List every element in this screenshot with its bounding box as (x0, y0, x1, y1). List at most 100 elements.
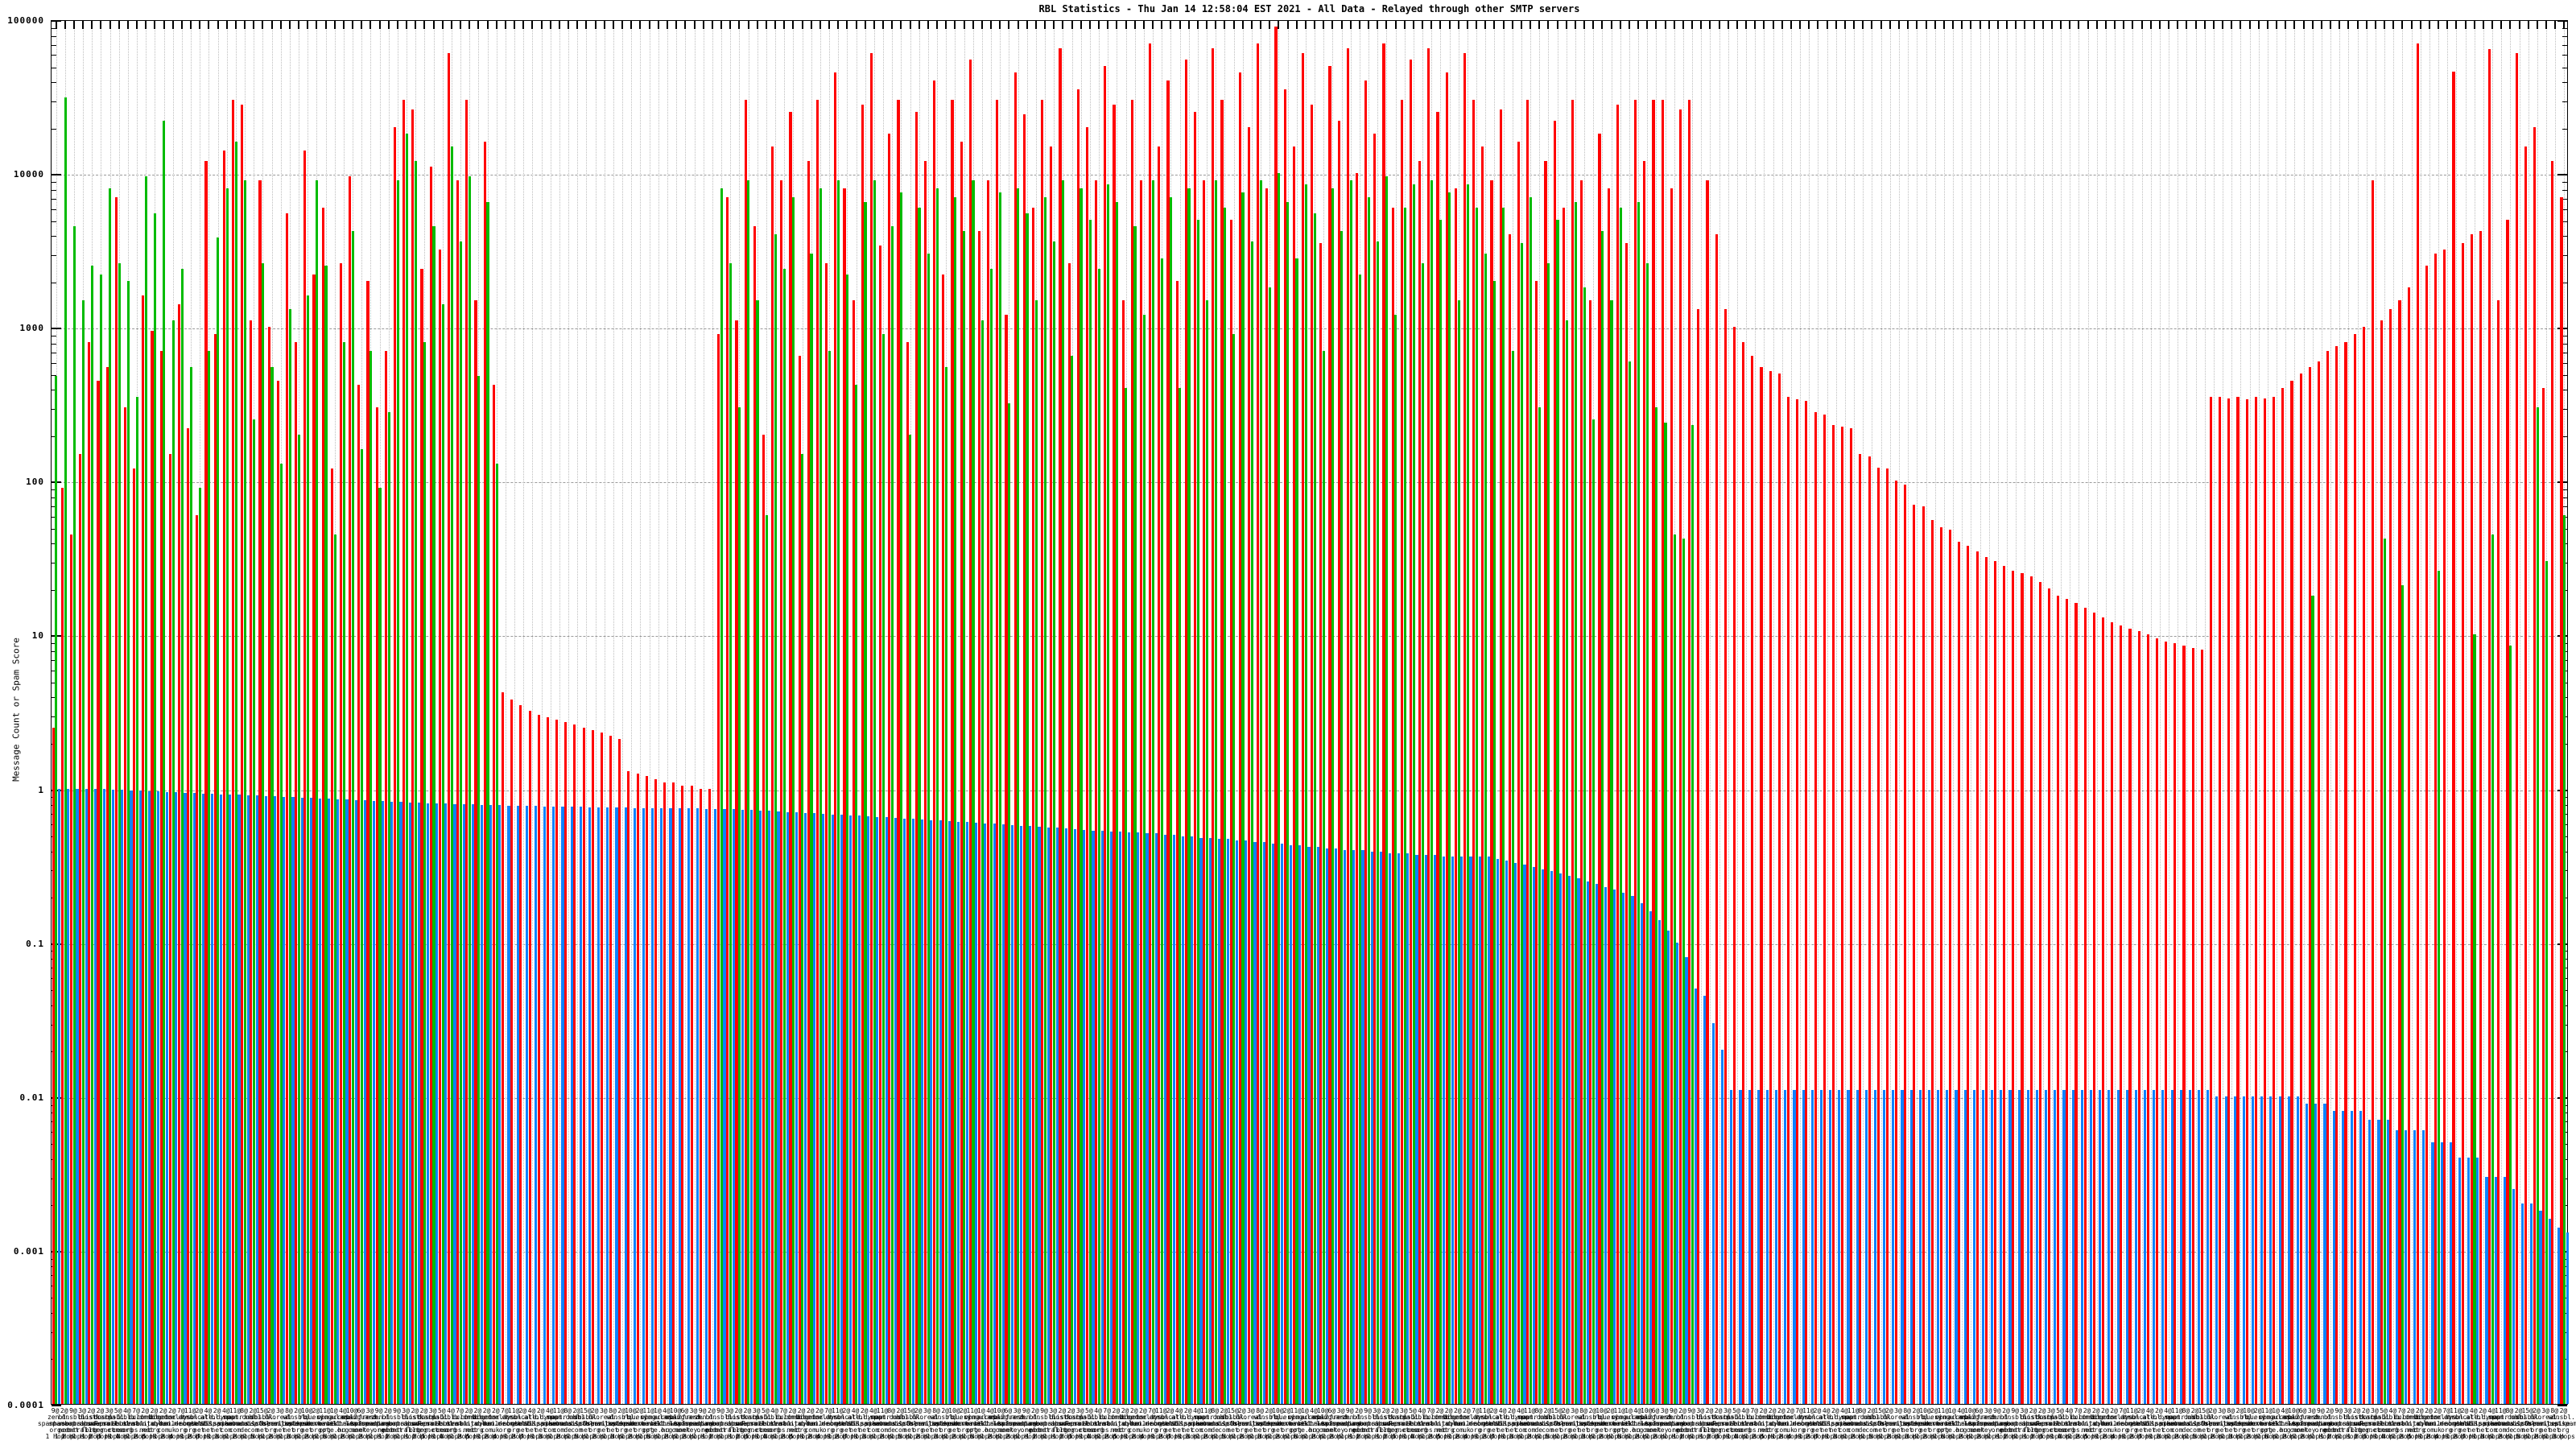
x-tick-label: 11@ noptr. spamrats. com 1 Hop (2483, 1407, 2518, 1440)
x-tick-label: 5@ psbl. surriel. com 1 Hop (102, 1407, 134, 1440)
x-top-tick (756, 21, 758, 29)
bar-spam (1179, 388, 1182, 1404)
y-minor-tick-left (52, 55, 56, 56)
x-tick-label: 4@ all. s5h. net 7 Hops (1491, 1407, 1515, 1440)
bar-not-spam (987, 180, 990, 1404)
x-top-tick (783, 21, 786, 29)
x-top-tick (2168, 21, 2170, 29)
x-tick-label: 8@ spam.dnsbl. anonmails. de 2 Hops (1193, 1407, 1236, 1440)
x-top-tick (1610, 21, 1612, 29)
bar-spam (873, 180, 876, 1404)
x-tick-label: 4@ access. redhawk. org 1 Hop (2268, 1407, 2301, 1440)
x-top-tick (1241, 21, 1244, 29)
x-top-tick (2446, 21, 2449, 29)
bar-score (2566, 1232, 2570, 1404)
x-top-tick (2419, 21, 2421, 29)
bar-spam (154, 213, 157, 1404)
bar-score (1415, 855, 1418, 1404)
bar-spam (1071, 356, 1074, 1404)
x-tick-label: 7@ dul. dnsbl. sorbs.net 1 Hop (1413, 1407, 1448, 1440)
x-top-tick (1799, 21, 1802, 29)
x-top-tick (990, 21, 993, 29)
x-tick-label: 3@ b. barracuda central.org 1 Hop (2326, 1407, 2369, 1440)
bar-score (1613, 890, 1616, 1404)
x-tick-label: 9@ zen. spamhaus. org 1 Hop (1656, 1407, 1691, 1440)
x-tick-label: 9@ dnsbl. sorbs. net 2 Hops (2003, 1407, 2027, 1440)
x-tick-label: 11@ noptr. spamrats. com 1 Hop (1512, 1407, 1547, 1440)
x-top-tick (2114, 21, 2116, 29)
x-tick-label: 9@ dnsbl. sorbs. net 2 Hops (2326, 1407, 2351, 1440)
bar-score (678, 808, 681, 1404)
bar-not-spam (2398, 299, 2401, 1404)
bar-not-spam (1247, 126, 1251, 1404)
bar-score (912, 819, 915, 1404)
bar-score (2341, 1111, 2344, 1404)
bar-spam (72, 226, 76, 1404)
bar-not-spam (1301, 53, 1305, 1404)
bar-spam (1052, 241, 1056, 1404)
bar-spam (109, 188, 112, 1404)
x-tick-label: 8@ spam.dnsbl. anonmails. de 2 Hops (222, 1407, 266, 1440)
bar-score (436, 803, 439, 1404)
bar-spam (1377, 241, 1380, 1404)
x-top-tick (1727, 21, 1729, 29)
x-top-tick (1853, 21, 1856, 29)
x-top-tick (855, 21, 857, 29)
v-gridline (2195, 21, 2197, 1404)
x-tick-label: 2@ tor. dan.me. uk 2 Hops (2100, 1407, 2128, 1440)
bar-not-spam (609, 736, 613, 1404)
bar-spam (1520, 243, 1523, 1404)
bar-score (1361, 849, 1364, 1404)
bar-score (1856, 1089, 1859, 1404)
bar-score (822, 814, 825, 1404)
bar-spam (1421, 262, 1424, 1404)
x-top-tick (2374, 21, 2376, 29)
bar-spam (1278, 173, 1281, 1404)
x-top-tick (2339, 21, 2341, 29)
x-tick-label: 9@ zen. spamhaus. org 1 Hop (1979, 1407, 2015, 1440)
bar-score (2512, 1188, 2516, 1404)
bar-not-spam (2174, 643, 2177, 1404)
bar-spam (1097, 268, 1100, 1404)
bar-not-spam (1661, 99, 1664, 1404)
bar-spam (1511, 350, 1514, 1404)
bar-score (1730, 1089, 1733, 1404)
bar-not-spam (1445, 72, 1448, 1404)
x-tick-label: 4@ access. redhawk. org 1 Hop (650, 1407, 683, 1440)
bar-score (795, 812, 798, 1404)
bar-not-spam (2425, 266, 2429, 1404)
bar-score (345, 799, 349, 1404)
bar-score (1711, 1022, 1715, 1404)
bar-score (1622, 893, 1625, 1404)
x-top-tick (423, 21, 426, 29)
x-tick-label: 9@ zen. spamhaus. org 1 Hop (1009, 1407, 1044, 1440)
bar-not-spam (2263, 398, 2267, 1404)
x-tick-label: 7@ relays. mail-abuse. org 4 Hops (1777, 1407, 1821, 1440)
x-top-tick (568, 21, 570, 29)
bar-not-spam (88, 341, 91, 1404)
v-gridline (2411, 21, 2413, 1404)
bar-not-spam (2101, 617, 2104, 1404)
x-top-tick (1179, 21, 1181, 29)
x-tick-label: 3@ b. barracuda central.org 1 Hop (1678, 1407, 1722, 1440)
x-tick-label: 4@ cbl. abuseat. org 4 Hops (111, 1407, 143, 1440)
bar-not-spam (330, 469, 333, 1404)
x-top-tick (1187, 21, 1190, 29)
x-tick-label: 15@ dnsbl. spfbl. net 5 Hops (1868, 1407, 1893, 1440)
x-tick-label: 1@ singular. ttk. pte.hu 6 Hops (1287, 1407, 1323, 1440)
x-tick-label: 9@ zen. spamhaus. org 1 Hop (684, 1407, 720, 1440)
x-top-tick (1619, 21, 1621, 29)
x-top-tick (504, 21, 506, 29)
x-top-tick (2554, 21, 2557, 29)
y-minor-tick-left (52, 362, 56, 364)
bar-not-spam (2353, 334, 2356, 1404)
bar-not-spam (968, 59, 972, 1404)
x-top-tick (1080, 21, 1082, 29)
bar-score (1100, 831, 1104, 1404)
bar-not-spam (1706, 180, 1709, 1404)
x-top-tick (648, 21, 650, 29)
v-gridline (2366, 21, 2368, 1404)
bar-not-spam (1005, 315, 1008, 1404)
x-tick-label: 7@ relays. mail-abuse. org 4 Hops (1454, 1407, 1497, 1440)
bar-score (561, 807, 564, 1404)
